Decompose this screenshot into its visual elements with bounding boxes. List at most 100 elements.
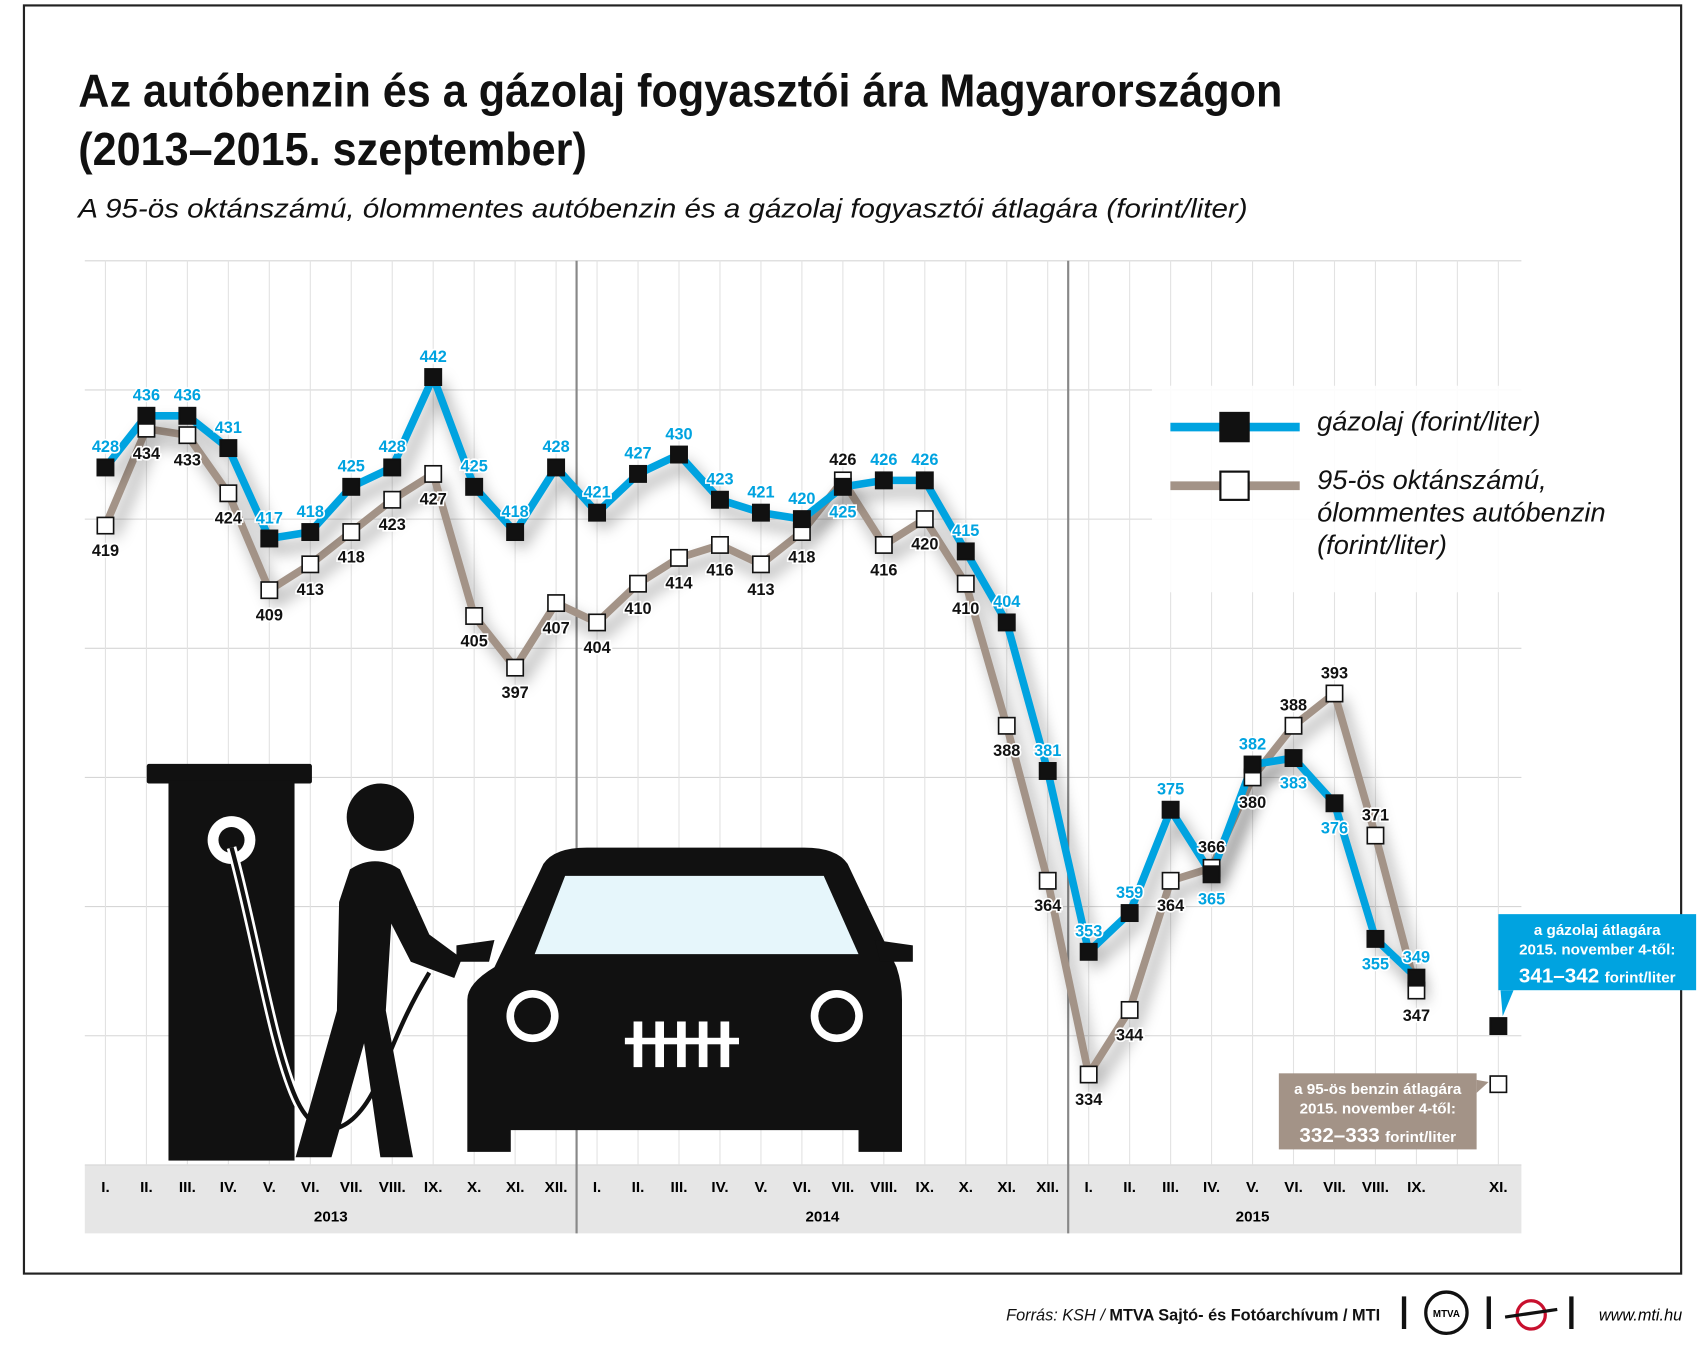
data-label: 428	[92, 438, 119, 456]
marker	[1284, 749, 1303, 768]
x-tick-label: X.	[467, 1179, 481, 1196]
x-tick-label: II.	[632, 1179, 645, 1196]
marker	[956, 542, 975, 561]
data-label: 424	[215, 510, 242, 528]
data-label: 404	[993, 593, 1020, 611]
x-tick-label: IV.	[711, 1179, 728, 1196]
legend-label: gázolaj (forint/liter)	[1317, 406, 1541, 437]
marker	[874, 535, 893, 554]
x-tick-label: XI.	[506, 1179, 525, 1196]
note-range-value: 341–342	[1519, 965, 1599, 988]
marker	[178, 426, 197, 445]
marker	[1038, 762, 1057, 780]
note-range: 341–342 forint/liter	[1519, 965, 1676, 988]
legend-item: gázolaj (forint/liter)	[1317, 406, 1541, 437]
marker	[629, 574, 647, 593]
data-label: 426	[829, 451, 856, 469]
marker	[1284, 716, 1303, 735]
data-label: 433	[174, 452, 201, 470]
marker	[260, 529, 279, 548]
data-label: 334	[1075, 1091, 1102, 1109]
data-label: 382	[1239, 735, 1266, 753]
data-label: 416	[870, 561, 897, 579]
note-unit: forint/liter	[1385, 1129, 1456, 1146]
data-label: 442	[420, 348, 447, 366]
marker	[1407, 968, 1426, 987]
legend: gázolaj (forint/liter) 95-ös oktánszámú, …	[1170, 406, 1606, 561]
marker	[915, 471, 934, 490]
x-tick-label: VI.	[1284, 1179, 1303, 1196]
marker	[997, 716, 1016, 735]
marker	[96, 516, 115, 535]
source-bold: MTVA Sajtó- és Fotóarchívum / MTI	[1109, 1306, 1380, 1324]
data-label: 364	[1034, 897, 1061, 915]
marker	[178, 406, 197, 425]
data-label: 404	[583, 639, 610, 657]
logo-text: MTVA	[1433, 1309, 1460, 1320]
note-text: 2015. november 4-től:	[1300, 1101, 1456, 1118]
year-label: 2013	[314, 1208, 348, 1225]
mti-logo-line	[1504, 1307, 1558, 1319]
marker	[465, 477, 484, 496]
data-label: 428	[542, 438, 569, 456]
data-label: 347	[1403, 1007, 1430, 1025]
marker	[1489, 1017, 1508, 1036]
x-axis-band	[84, 1164, 1522, 1234]
x-tick-label: I.	[101, 1179, 109, 1196]
x-tick-label: VII.	[831, 1179, 854, 1196]
data-label: 417	[256, 509, 283, 527]
data-label: 413	[297, 581, 324, 599]
separator	[1569, 1296, 1574, 1330]
note-unit: forint/liter	[1605, 970, 1676, 987]
x-tick-label: II.	[1123, 1179, 1136, 1196]
marker	[1366, 826, 1385, 845]
note-range-value: 332–333	[1299, 1124, 1379, 1147]
data-label: 359	[1116, 884, 1143, 902]
year-label: 2015	[1236, 1208, 1270, 1225]
data-label: 421	[747, 483, 774, 501]
marker	[588, 503, 607, 522]
legend-label: 95-ös oktánszámú, ólommentes autóbenzin …	[1317, 465, 1606, 561]
year-label: 2014	[805, 1208, 839, 1225]
marker	[997, 613, 1016, 632]
data-label: 421	[583, 483, 610, 501]
x-tick-label: III.	[671, 1179, 688, 1196]
data-label: 413	[747, 581, 774, 599]
data-label: 428	[379, 438, 406, 456]
x-tick-label: V.	[754, 1179, 767, 1196]
marker	[711, 490, 729, 509]
marker	[301, 523, 320, 542]
data-label: 393	[1321, 664, 1348, 682]
marker	[874, 471, 893, 490]
data-label: 388	[993, 742, 1020, 760]
marker	[1489, 1075, 1508, 1094]
data-label: 430	[665, 425, 692, 443]
data-label: 418	[338, 548, 365, 566]
data-label: 426	[911, 451, 938, 469]
marker	[1079, 942, 1098, 961]
marker	[260, 581, 279, 600]
note-text: 2015. november 4-től:	[1519, 941, 1675, 958]
marker	[670, 445, 688, 464]
data-label: 425	[829, 503, 856, 521]
marker	[219, 439, 238, 458]
x-tick-label: V.	[1246, 1179, 1259, 1196]
marker	[1325, 684, 1344, 703]
x-tick-label: XII.	[545, 1179, 568, 1196]
data-label: 409	[256, 607, 283, 625]
source: Forrás: KSH / MTVA Sajtó- és Fotóarchívu…	[1006, 1306, 1380, 1324]
data-label: 349	[1403, 948, 1430, 966]
marker	[96, 458, 115, 477]
x-tick-label: IV.	[220, 1179, 237, 1196]
illustration	[146, 763, 913, 1161]
marker	[1243, 755, 1262, 774]
marker	[506, 658, 525, 677]
marker	[1161, 800, 1180, 819]
marker	[547, 458, 566, 477]
marker	[137, 406, 156, 425]
data-label: 381	[1034, 742, 1061, 760]
marker	[1079, 1065, 1098, 1084]
marker	[1202, 865, 1221, 884]
data-label: 423	[379, 516, 406, 534]
